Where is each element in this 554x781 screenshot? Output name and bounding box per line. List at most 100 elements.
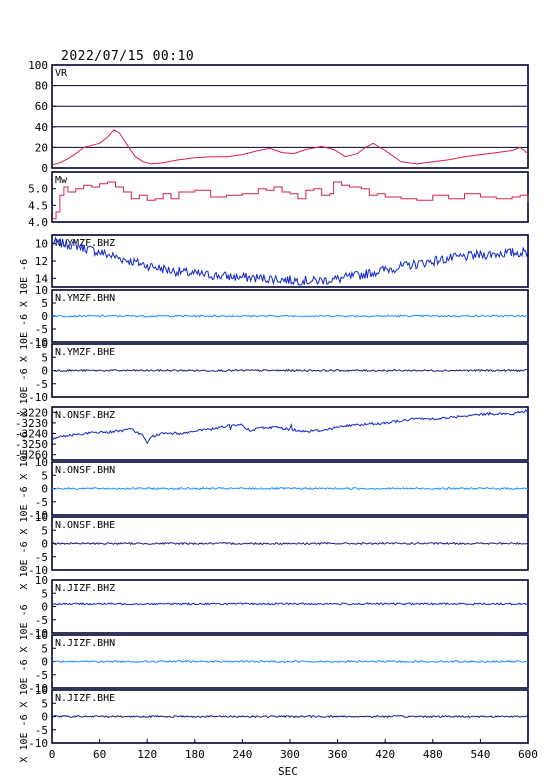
jizf-bhn-unit-label: X 10E -6	[19, 659, 30, 707]
x-tick-label: 0	[49, 748, 56, 761]
onsf-bhz-ytick-label: -3250	[15, 438, 48, 451]
jizf-bhn-ytick-label: 5	[41, 642, 48, 655]
jizf-bhe-trace	[51, 714, 529, 719]
vr-ytick-label: 20	[35, 141, 48, 154]
vr-frame	[51, 64, 529, 169]
ymzf-bhe-ytick-label: -10	[28, 391, 48, 404]
vr-ytick-label: 0	[41, 162, 48, 175]
vr-ytick-label: 100	[28, 59, 48, 72]
onsf-bhe-ytick-label: -5	[35, 551, 48, 564]
onsf-bhz-ytick-label: -3260	[15, 449, 48, 462]
ymzf-bhn-ytick-label: 5	[41, 297, 48, 310]
onsf-bhe-ytick-label: 10	[35, 511, 48, 524]
mw-frame	[51, 171, 529, 223]
x-tick-label: 240	[232, 748, 252, 761]
onsf-bhn-ytick-label: -10	[28, 509, 48, 522]
onsf-bhe-trace	[51, 541, 529, 546]
ymzf-bhn-ytick-label: -10	[28, 336, 48, 349]
ymzf-bhe-title: N.YMZF.BHE	[55, 347, 115, 358]
jizf-bhe-ytick-label: 0	[41, 711, 48, 724]
ymzf-bhe-ytick-label: 10	[35, 338, 48, 351]
jizf-bhn-title: N.JIZF.BHN	[55, 638, 115, 649]
ymzf-bhz-title: N.YMZF.BHZ	[55, 238, 115, 249]
jizf-bhn-ytick-label: 0	[41, 656, 48, 669]
onsf-bhe-unit-label: X 10E -6	[19, 541, 30, 589]
vr-ytick-label: 80	[35, 80, 48, 93]
x-tick-label: 420	[375, 748, 395, 761]
ymzf-bhz-ytick-label: 14	[35, 272, 49, 285]
vr-ytick-label: 60	[35, 100, 48, 113]
mw-trace	[52, 181, 529, 220]
onsf-bhn-unit-label: X 10E -6	[19, 486, 30, 534]
onsf-bhz-ytick-label: -3230	[15, 417, 48, 430]
onsf-bhz-title: N.ONSF.BHZ	[55, 410, 115, 421]
jizf-bhe-title: N.JIZF.BHE	[55, 693, 115, 704]
ymzf-bhe-ytick-label: 0	[41, 365, 48, 378]
jizf-bhn-trace	[52, 659, 529, 664]
x-tick-label: 120	[137, 748, 157, 761]
jizf-bhz-ytick-label: 10	[35, 574, 48, 587]
mw-ytick-label: 5.0	[28, 183, 48, 196]
onsf-bhn-ytick-label: 10	[35, 456, 48, 469]
vr-ytick-label: 40	[35, 121, 48, 134]
onsf-bhn-ytick-label: 0	[41, 483, 48, 496]
x-tick-label: 300	[280, 748, 300, 761]
x-tick-label: 60	[93, 748, 106, 761]
jizf-bhz-frame	[51, 579, 529, 634]
ymzf-bhe-trace	[51, 368, 529, 373]
onsf-bhn-title: N.ONSF.BHN	[55, 465, 115, 476]
ymzf-bhz-ytick-label: 12	[35, 255, 48, 268]
ymzf-bhe-ytick-label: -5	[35, 378, 48, 391]
ymzf-bhn-trace	[51, 314, 529, 318]
onsf-bhz-ytick-label: -3240	[15, 428, 48, 441]
x-tick-label: 180	[185, 748, 205, 761]
vr-title: VR	[55, 68, 68, 79]
mw-ytick-label: 4.5	[28, 199, 48, 212]
ymzf-bhn-unit-label: X 10E -6	[19, 314, 30, 362]
jizf-bhz-ytick-label: 5	[41, 587, 48, 600]
ymzf-bhe-unit-label: X 10E -6	[19, 368, 30, 416]
jizf-bhn-ytick-label: -5	[35, 669, 48, 682]
onsf-bhz-unit-label: X 10E -6	[19, 431, 30, 479]
onsf-bhe-ytick-label: 0	[41, 538, 48, 551]
jizf-bhe-unit-label: X 10E -6	[19, 714, 30, 762]
jizf-bhn-ytick-label: -10	[28, 682, 48, 695]
jizf-bhn-ytick-label: 10	[35, 629, 48, 642]
jizf-bhe-ytick-label: 5	[41, 697, 48, 710]
onsf-bhn-trace	[51, 486, 529, 491]
x-axis-title: SEC	[278, 765, 298, 778]
jizf-bhz-trace	[51, 602, 529, 606]
jizf-bhz-unit-label: X 10E -6	[19, 604, 30, 652]
onsf-bhn-ytick-label: -5	[35, 496, 48, 509]
jizf-bhz-ytick-label: -10	[28, 627, 48, 640]
jizf-bhz-ytick-label: 0	[41, 601, 48, 614]
onsf-bhz-frame	[51, 406, 529, 461]
x-tick-label: 480	[423, 748, 443, 761]
jizf-bhz-ytick-label: -5	[35, 614, 48, 627]
jizf-bhe-ytick-label: -5	[35, 724, 48, 737]
jizf-bhz-title: N.JIZF.BHZ	[55, 583, 115, 594]
onsf-bhe-ytick-label: 5	[41, 524, 48, 537]
x-tick-label: 360	[328, 748, 348, 761]
ymzf-bhn-ytick-label: 0	[41, 310, 48, 323]
onsf-bhz-ytick-label: -3220	[15, 406, 48, 419]
jizf-bhe-ytick-label: -10	[28, 737, 48, 750]
x-tick-label: 600	[518, 748, 538, 761]
jizf-bhe-ytick-label: 10	[35, 684, 48, 697]
mw-title: Mw	[55, 175, 68, 186]
ymzf-bhz-unit-label: X 10E -6	[19, 259, 30, 307]
ymzf-bhn-title: N.YMZF.BHN	[55, 293, 115, 304]
mw-ytick-label: 4.0	[28, 216, 48, 229]
ymzf-bhn-ytick-label: 10	[35, 284, 48, 297]
ymzf-bhz-frame	[51, 234, 529, 288]
onsf-bhe-ytick-label: -10	[28, 564, 48, 577]
vr-trace	[51, 129, 529, 166]
onsf-bhn-ytick-label: 5	[41, 469, 48, 482]
ymzf-bhn-ytick-label: -5	[35, 323, 48, 336]
onsf-bhe-title: N.ONSF.BHE	[55, 520, 115, 531]
x-tick-label: 540	[470, 748, 490, 761]
ymzf-bhz-ytick-label: 10	[35, 238, 48, 251]
ymzf-bhe-ytick-label: 5	[41, 351, 48, 364]
onsf-bhz-trace	[51, 408, 529, 445]
